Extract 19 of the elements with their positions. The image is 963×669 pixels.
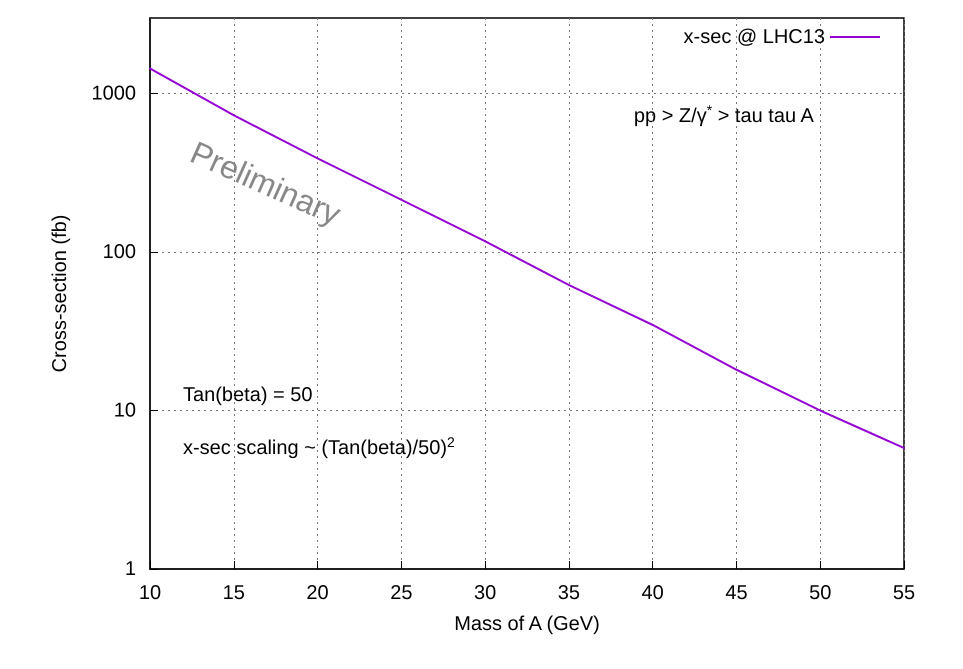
- y-tick-label: 100: [102, 241, 136, 264]
- x-tick-label: 10: [138, 582, 162, 604]
- legend-label: x-sec @ LHC13: [684, 26, 825, 48]
- x-tick-label: 50: [809, 582, 832, 604]
- x-tick-label: 35: [558, 582, 580, 604]
- y-axis-title: Cross-section (fb): [49, 214, 71, 372]
- x-tick-label: 15: [222, 582, 245, 604]
- annotation: pp > Z/γ* > tau tau A: [634, 102, 815, 127]
- x-tick-label: 20: [306, 582, 329, 604]
- y-tick-label: 10: [114, 400, 136, 422]
- x-axis-title: Mass of A (GeV): [454, 613, 600, 635]
- x-tick-label: 30: [474, 582, 496, 604]
- x-tick-label: 25: [390, 582, 412, 604]
- y-tick-label: 1: [124, 558, 136, 580]
- x-tick-label: 45: [725, 582, 748, 604]
- annotation: Tan(beta) = 50: [183, 384, 313, 406]
- x-tick-label: 40: [642, 582, 664, 604]
- y-tick-label: 1000: [92, 82, 136, 105]
- x-tick-label: 55: [892, 582, 916, 604]
